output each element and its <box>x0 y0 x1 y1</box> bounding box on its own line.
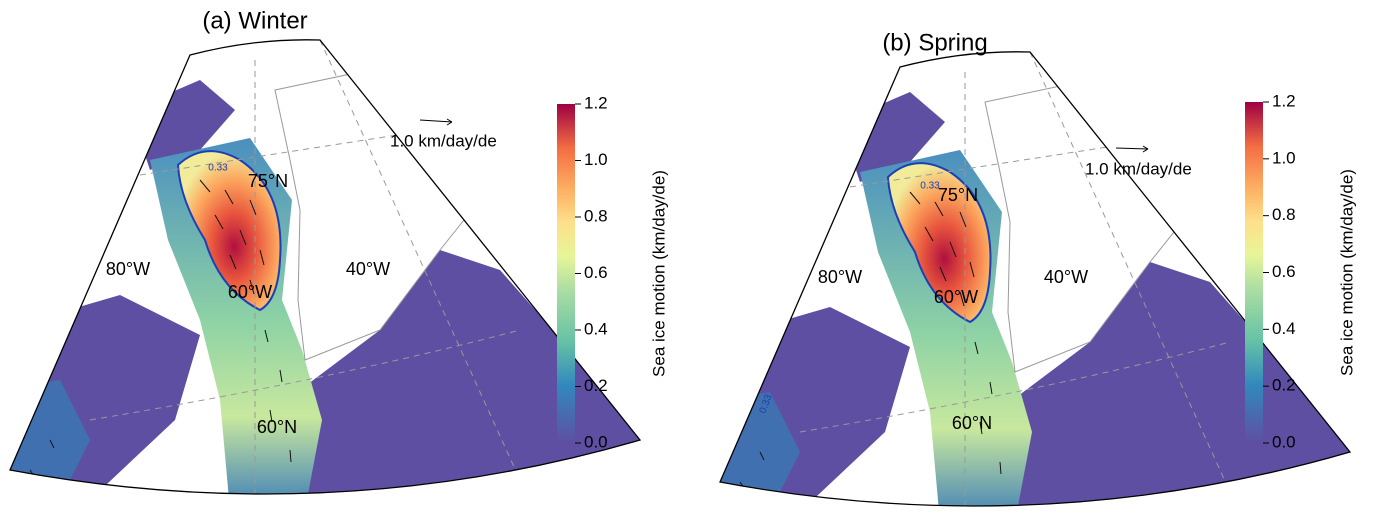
graticule-label: 40°W <box>346 259 390 279</box>
reference-arrow <box>419 119 453 123</box>
graticule-label: 75°N <box>248 171 288 191</box>
graticule-label: 60°W <box>228 282 272 302</box>
colorbar <box>557 104 575 443</box>
map-a <box>0 40 650 510</box>
graticule-label: 60°N <box>257 417 297 437</box>
reference-arrow-label: 1.0 km/day/de <box>1085 159 1192 178</box>
colorbar-label: Sea ice motion (km/day/de) <box>649 170 668 377</box>
graticule-label: 60°W <box>934 287 978 307</box>
colorbar-tick-label: 0.0 <box>584 432 608 451</box>
colorbar-tick-label: 0.2 <box>584 376 608 395</box>
reference-arrow-label: 1.0 km/day/de <box>390 131 497 150</box>
graticule-label: 40°W <box>1044 267 1088 287</box>
colorbar-tick-label: 1.2 <box>1272 91 1296 110</box>
colorbar-tick-label: 1.0 <box>1272 148 1296 167</box>
colorbar-tick-label: 0.8 <box>1272 205 1296 224</box>
colorbar-tick-label: 1.0 <box>584 150 608 169</box>
colorbar-tick-label: 0.4 <box>584 319 608 338</box>
reference-arrow-head <box>1142 145 1149 153</box>
colorbar-label: Sea ice motion (km/day/de) <box>1337 169 1356 376</box>
graticule-label: 80°W <box>106 259 150 279</box>
graticule-label: 80°W <box>818 267 862 287</box>
graticule-label: 75°N <box>938 185 978 205</box>
reference-arrow-head <box>446 118 453 126</box>
colorbar <box>1245 102 1263 443</box>
colorbar-tick-label: 0.6 <box>584 263 608 282</box>
colorbar-tick-label: 0.4 <box>1272 319 1296 338</box>
graticule-label: 60°N <box>952 413 992 433</box>
reference-arrow <box>1115 147 1149 150</box>
panel-title: (a) Winter <box>202 7 307 34</box>
colorbar-tick-label: 0.8 <box>584 206 608 225</box>
contour-label: 0.33 <box>208 163 228 174</box>
colorbar-tick-label: 0.6 <box>1272 262 1296 281</box>
panel-title: (b) Spring <box>882 29 987 56</box>
colorbar-tick-label: 1.2 <box>584 93 608 112</box>
colorbar-tick-label: 0.2 <box>1272 376 1296 395</box>
colorbar-tick-label: 0.0 <box>1272 432 1296 451</box>
contour-label: 0.33 <box>920 181 940 192</box>
